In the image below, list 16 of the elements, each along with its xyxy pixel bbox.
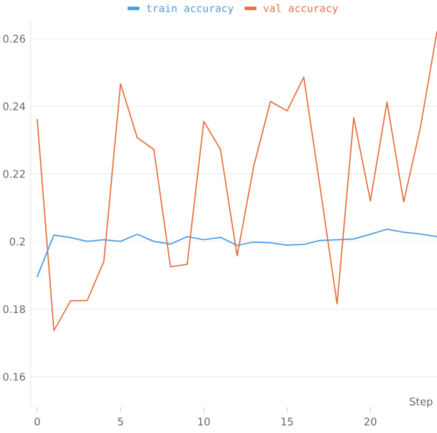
y-tick-label: 0.16	[3, 372, 26, 381]
line-series	[36, 228, 437, 278]
x-tick-label: 5	[118, 418, 123, 426]
line-series	[36, 30, 437, 332]
y-tick-label: 0.18	[3, 305, 26, 314]
y-tick-label: 0.22	[3, 170, 25, 178]
x-tick-label: 20	[364, 418, 376, 426]
legend-label: val accuracy	[263, 4, 338, 14]
x-tick-label: 15	[282, 418, 293, 426]
x-axis-title: Step	[410, 398, 432, 408]
y-tick-label: 0.2	[10, 238, 25, 246]
legend-label: train accuracy	[146, 4, 234, 14]
x-tick-label: 0	[34, 418, 40, 426]
x-tick-label: 10	[198, 418, 210, 426]
y-tick-label: 0.26	[3, 34, 26, 43]
y-tick-label: 0.24	[3, 102, 26, 110]
